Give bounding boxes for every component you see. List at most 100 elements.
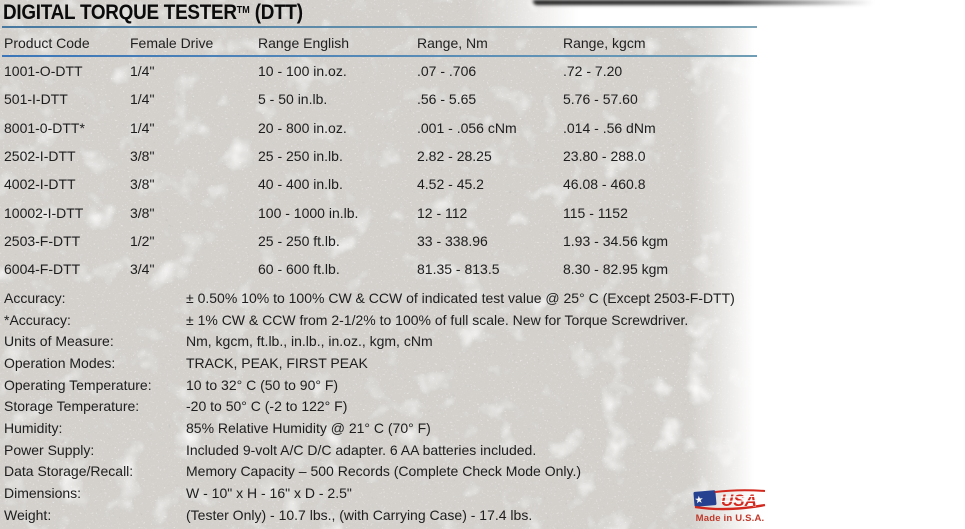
cell-product-code: 8001-0-DTT* [4,119,85,136]
spec-row: Data Storage/Recall: Memory Capacity – 5… [4,460,784,482]
cell-range-nm: 33 - 338.96 [417,232,488,249]
spec-value: Memory Capacity – 500 Records (Complete … [186,463,582,480]
texture-fade-right [692,0,772,529]
cell-range-english: 40 - 400 in.lb. [258,176,343,193]
page-title-tail: (DTT) [249,1,303,24]
usa-flag-icon: ★ USA [693,489,766,510]
column-header-product-code: Product Code [4,34,90,51]
cell-range-nm: 4.52 - 45.2 [417,176,484,193]
table-row: 1001-O-DTT 1/4" 10 - 100 in.oz. .07 - .7… [4,57,757,85]
spec-row: Storage Temperature: -20 to 50° C (-2 to… [4,395,784,417]
table-header-row: Product Code Female Drive Range English … [4,30,757,55]
spec-row: *Accuracy: ± 1% CW & CCW from 2-1/2% to … [4,309,784,331]
spec-label: Accuracy: [4,289,66,306]
spec-label: Operation Modes: [4,354,116,371]
cell-female-drive: 3/8" [130,148,155,165]
spec-value: Nm, kgcm, ft.lb., in.lb., in.oz., kgm, c… [186,333,433,350]
cell-range-kgcm: 23.80 - 288.0 [563,148,646,165]
cell-product-code: 6004-F-DTT [4,261,81,278]
cell-range-kgcm: 1.93 - 34.56 kgm [563,232,669,249]
table-row: 2502-I-DTT 3/8" 25 - 250 in.lb. 2.82 - 2… [4,142,757,170]
spec-row: Humidity: 85% Relative Humidity @ 21° C … [4,417,784,439]
spec-value: W - 10" x H - 16" x D - 2.5" [186,484,352,501]
cell-female-drive: 1/2" [130,232,155,249]
cell-female-drive: 1/4" [130,63,155,80]
spec-row: Operating Temperature: 10 to 32° C (50 t… [4,374,784,396]
cell-product-code: 2503-F-DTT [4,232,81,249]
cell-female-drive: 1/4" [130,119,155,136]
flag-star-icon: ★ [694,495,704,507]
cell-range-kgcm: .72 - 7.20 [563,63,623,80]
spec-row: Power Supply: Included 9-volt A/C D/C ad… [4,439,784,461]
cell-product-code: 501-I-DTT [4,91,68,108]
cell-product-code: 1001-O-DTT [4,63,83,80]
column-header-range-kgcm: Range, kgcm [563,34,646,51]
cell-product-code: 4002-I-DTT [4,176,76,193]
column-header-range-english: Range English [258,34,350,51]
header-rule-bottom [2,55,757,57]
cell-range-nm: 81.35 - 813.5 [417,261,500,278]
spec-row: Dimensions: W - 10" x H - 16" x D - 2.5" [4,482,784,504]
cell-range-nm: .56 - 5.65 [417,91,477,108]
spec-label: Storage Temperature: [4,398,140,415]
table-row: 501-I-DTT 1/4" 5 - 50 in.lb. .56 - 5.65 … [4,85,757,113]
cell-range-kgcm: 46.08 - 460.8 [563,176,646,193]
cell-product-code: 2502-I-DTT [4,148,76,165]
spec-value: 10 to 32° C (50 to 90° F) [186,376,339,393]
page-title: DIGITAL TORQUE TESTERTM (DTT) [3,1,303,25]
table-row: 10002-I-DTT 3/8" 100 - 1000 in.lb. 12 - … [4,198,757,226]
spec-label: Weight: [4,506,52,523]
cell-range-english: 25 - 250 in.lb. [258,148,343,165]
spec-value: TRACK, PEAK, FIRST PEAK [186,354,368,371]
cell-range-english: 5 - 50 in.lb. [258,91,328,108]
cell-product-code: 10002-I-DTT [4,204,84,221]
usa-logo-text: USA [721,491,757,510]
spec-value: Included 9-volt A/C D/C adapter. 6 AA ba… [186,441,537,458]
cell-range-nm: 2.82 - 28.25 [417,148,492,165]
spec-label: Humidity: [4,419,63,436]
spec-value: (Tester Only) - 10.7 lbs., (with Carryin… [186,506,533,523]
stone-texture-image [0,0,765,529]
spec-row: Operation Modes: TRACK, PEAK, FIRST PEAK [4,352,784,374]
made-in-usa-badge: ★ USA Made in U.S.A. [691,485,769,527]
column-header-range-nm: Range, Nm [417,34,488,51]
made-in-usa-label: Made in U.S.A. [695,513,765,524]
cell-range-kgcm: .014 - .56 dNm [563,119,656,136]
spec-label: Power Supply: [4,441,95,458]
spec-list: Accuracy: ± 0.50% 10% to 100% CW & CCW o… [4,287,784,525]
cell-female-drive: 3/8" [130,176,155,193]
cell-range-kgcm: 115 - 1152 [563,204,628,221]
cell-range-english: 10 - 100 in.oz. [258,63,347,80]
spec-value: ± 1% CW & CCW from 2-1/2% to 100% of ful… [186,311,689,328]
page-title-main: DIGITAL TORQUE TESTER [3,1,237,24]
spec-label: Data Storage/Recall: [4,463,134,480]
cell-range-nm: .07 - .706 [417,63,477,80]
spec-row: Units of Measure: Nm, kgcm, ft.lb., in.l… [4,330,784,352]
cell-range-english: 20 - 800 in.oz. [258,119,347,136]
table-row: 6004-F-DTT 3/4" 60 - 600 ft.lb. 81.35 - … [4,255,757,283]
cell-female-drive: 3/8" [130,204,155,221]
cell-range-nm: .001 - .056 cNm [417,119,517,136]
cell-range-nm: 12 - 112 [417,204,468,221]
cell-female-drive: 1/4" [130,91,155,108]
spec-label: *Accuracy: [4,311,71,328]
spec-label: Units of Measure: [4,333,114,350]
table-row: 8001-0-DTT* 1/4" 20 - 800 in.oz. .001 - … [4,114,757,142]
cell-range-english: 100 - 1000 in.lb. [258,204,359,221]
cell-range-english: 60 - 600 ft.lb. [258,261,340,278]
top-shadow-bar [533,0,881,5]
cell-range-english: 25 - 250 ft.lb. [258,232,340,249]
trademark-symbol: TM [236,5,250,16]
table-row: 4002-I-DTT 3/8" 40 - 400 in.lb. 4.52 - 4… [4,170,757,198]
spec-row: Weight: (Tester Only) - 10.7 lbs., (with… [4,504,784,526]
header-rule-top [2,26,757,28]
spec-value: -20 to 50° C (-2 to 122° F) [186,398,348,415]
spec-value: 85% Relative Humidity @ 21° C (70° F) [186,419,431,436]
cell-range-kgcm: 8.30 - 82.95 kgm [563,261,669,278]
product-table: 1001-O-DTT 1/4" 10 - 100 in.oz. .07 - .7… [4,57,757,283]
spec-value: ± 0.50% 10% to 100% CW & CCW of indicate… [186,289,735,306]
paper-texture [0,0,765,529]
spec-label: Operating Temperature: [4,376,152,393]
cell-range-kgcm: 5.76 - 57.60 [563,91,638,108]
cell-female-drive: 3/4" [130,261,155,278]
